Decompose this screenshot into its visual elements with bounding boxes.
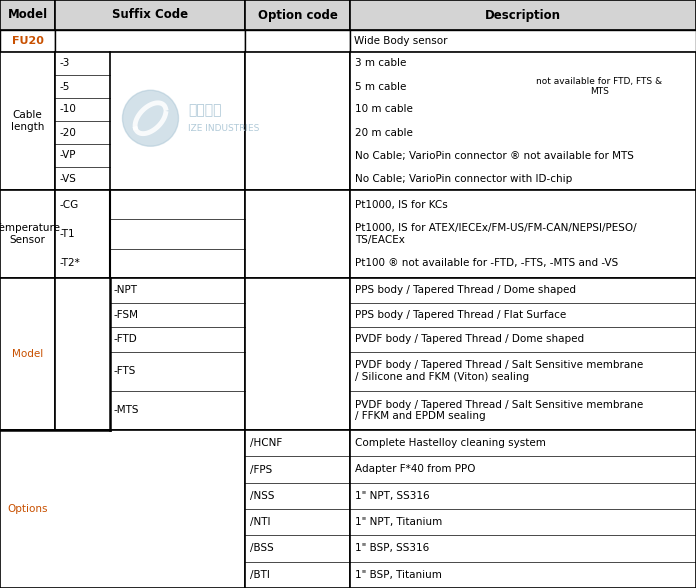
Text: Pt1000, IS for KCs: Pt1000, IS for KCs bbox=[355, 200, 448, 210]
Text: Suffix Code: Suffix Code bbox=[112, 8, 188, 22]
Text: 20 m cable: 20 m cable bbox=[355, 128, 413, 138]
Text: /NSS: /NSS bbox=[250, 491, 274, 501]
Text: -FTS: -FTS bbox=[114, 366, 136, 376]
Text: -CG: -CG bbox=[59, 200, 78, 210]
Bar bbox=[245, 0, 350, 30]
Text: -VS: -VS bbox=[59, 173, 76, 183]
Text: Options: Options bbox=[7, 504, 48, 514]
Text: -20: -20 bbox=[59, 128, 76, 138]
Text: -T2*: -T2* bbox=[59, 258, 80, 268]
Text: 5 m cable: 5 m cable bbox=[355, 82, 406, 92]
Bar bbox=[245, 30, 350, 52]
Text: /FPS: /FPS bbox=[250, 465, 272, 475]
Text: PPS body / Tapered Thread / Dome shaped: PPS body / Tapered Thread / Dome shaped bbox=[355, 285, 576, 295]
Text: Description: Description bbox=[485, 8, 561, 22]
Bar bbox=[55, 0, 245, 30]
Text: PPS body / Tapered Thread / Flat Surface: PPS body / Tapered Thread / Flat Surface bbox=[355, 310, 567, 320]
Text: Model: Model bbox=[8, 8, 47, 22]
Text: 1" BSP, Titanium: 1" BSP, Titanium bbox=[355, 570, 442, 580]
Bar bbox=[245, 52, 350, 190]
Text: -10: -10 bbox=[59, 105, 76, 115]
Bar bbox=[0, 52, 55, 190]
Bar bbox=[55, 52, 245, 190]
Bar bbox=[0, 190, 55, 278]
Text: /BTI: /BTI bbox=[250, 570, 270, 580]
Bar bbox=[245, 190, 350, 278]
Text: Adapter F*40 from PPO: Adapter F*40 from PPO bbox=[355, 465, 475, 475]
Text: 3 m cable: 3 m cable bbox=[355, 58, 406, 68]
Text: /BSS: /BSS bbox=[250, 543, 274, 553]
Bar bbox=[0, 30, 55, 52]
Bar bbox=[55, 30, 245, 52]
Bar bbox=[350, 190, 696, 278]
Text: Pt100 ® not available for -FTD, -FTS, -MTS and -VS: Pt100 ® not available for -FTD, -FTS, -M… bbox=[355, 258, 618, 268]
Text: 1" NPT, Titanium: 1" NPT, Titanium bbox=[355, 517, 442, 527]
Text: -FTD: -FTD bbox=[114, 335, 138, 345]
Text: 爱泽工业: 爱泽工业 bbox=[189, 103, 222, 117]
Text: 1" NPT, SS316: 1" NPT, SS316 bbox=[355, 491, 429, 501]
Text: No Cable; VarioPin connector ® not available for MTS: No Cable; VarioPin connector ® not avail… bbox=[355, 151, 634, 161]
Text: -VP: -VP bbox=[59, 151, 75, 161]
Bar bbox=[0, 430, 245, 588]
Text: -NPT: -NPT bbox=[114, 285, 138, 295]
Text: 1" BSP, SS316: 1" BSP, SS316 bbox=[355, 543, 429, 553]
Text: No Cable; VarioPin connector with ID-chip: No Cable; VarioPin connector with ID-chi… bbox=[355, 173, 572, 183]
Text: /HCNF: /HCNF bbox=[250, 438, 283, 448]
Text: PVDF body / Tapered Thread / Salt Sensitive membrane
/ Silicone and FKM (Viton) : PVDF body / Tapered Thread / Salt Sensit… bbox=[355, 360, 643, 382]
Text: -MTS: -MTS bbox=[114, 405, 139, 415]
Text: IZE INDUSTRIES: IZE INDUSTRIES bbox=[189, 123, 260, 133]
Bar bbox=[55, 190, 245, 278]
Text: 10 m cable: 10 m cable bbox=[355, 105, 413, 115]
Text: /NTI: /NTI bbox=[250, 517, 271, 527]
Bar bbox=[350, 30, 696, 52]
Bar bbox=[245, 430, 350, 588]
Text: Temperature
Sensor: Temperature Sensor bbox=[0, 223, 61, 245]
Text: Pt1000, IS for ATEX/IECEx/FM-US/FM-CAN/NEPSI/PESO/
TS/EACEx: Pt1000, IS for ATEX/IECEx/FM-US/FM-CAN/N… bbox=[355, 223, 637, 245]
Bar bbox=[0, 278, 55, 430]
Text: PVDF body / Tapered Thread / Salt Sensitive membrane
/ FFKM and EPDM sealing: PVDF body / Tapered Thread / Salt Sensit… bbox=[355, 400, 643, 421]
Bar bbox=[55, 278, 245, 430]
Bar bbox=[350, 52, 696, 190]
Bar bbox=[350, 430, 696, 588]
Text: not available for FTD, FTS &
MTS: not available for FTD, FTS & MTS bbox=[536, 77, 662, 96]
Text: -FSM: -FSM bbox=[114, 310, 139, 320]
Text: Option code: Option code bbox=[258, 8, 338, 22]
Bar bbox=[350, 0, 696, 30]
Bar bbox=[0, 0, 55, 30]
Text: FU20: FU20 bbox=[12, 36, 43, 46]
Text: Complete Hastelloy cleaning system: Complete Hastelloy cleaning system bbox=[355, 438, 546, 448]
Circle shape bbox=[122, 90, 178, 146]
Text: Model: Model bbox=[12, 349, 43, 359]
Text: -3: -3 bbox=[59, 58, 70, 68]
Text: Cable
length: Cable length bbox=[11, 110, 44, 132]
Text: -T1: -T1 bbox=[59, 229, 74, 239]
Text: -5: -5 bbox=[59, 82, 70, 92]
Bar bbox=[245, 278, 350, 430]
Bar bbox=[350, 278, 696, 430]
Text: PVDF body / Tapered Thread / Dome shaped: PVDF body / Tapered Thread / Dome shaped bbox=[355, 335, 584, 345]
Text: Wide Body sensor: Wide Body sensor bbox=[354, 36, 448, 46]
